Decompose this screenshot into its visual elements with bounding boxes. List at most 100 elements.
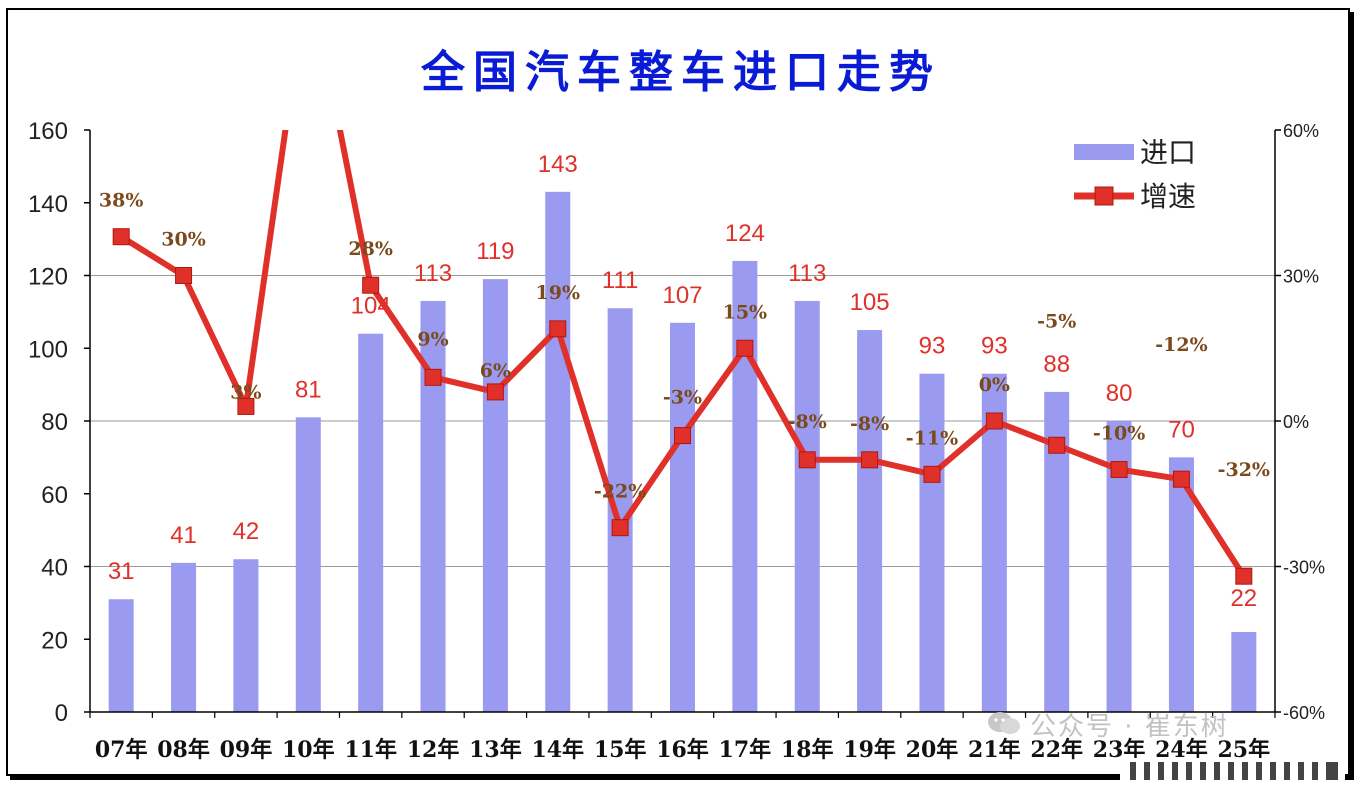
growth-marker-08年	[175, 267, 193, 284]
x-tick-label: 19年	[843, 737, 896, 763]
x-tick-label: 13年	[469, 737, 522, 763]
bar-19年	[857, 330, 883, 712]
y-tick-label: 0	[55, 700, 68, 727]
growth-marker-18年	[798, 451, 816, 469]
growth-marker-12年	[424, 368, 442, 386]
y2-tick-label: 60%	[1283, 121, 1319, 141]
growth-marker-11年	[362, 276, 380, 294]
growth-pct-label: -8%	[788, 411, 827, 433]
growth-pct-label: 38%	[99, 190, 144, 212]
growth-marker-09年	[237, 397, 255, 415]
x-tick-label: 18年	[781, 737, 834, 763]
growth-marker-22年	[1048, 436, 1066, 454]
growth-pct-label: -32%	[1218, 459, 1270, 481]
x-tick-label: 10年	[282, 737, 335, 763]
growth-marker-13年	[486, 383, 504, 401]
growth-marker-07年	[112, 228, 130, 246]
bar-value-label: 105	[850, 289, 890, 316]
growth-marker-14年	[549, 320, 567, 338]
growth-pct-label: 6%	[480, 360, 511, 382]
x-tick-label: 07年	[95, 737, 148, 763]
wechat-icon	[988, 712, 1020, 734]
growth-marker-16年	[674, 427, 691, 445]
bar-value-label: 124	[725, 220, 765, 247]
bar-value-label: 111	[602, 267, 638, 294]
y2-tick-label: -60%	[1283, 703, 1325, 723]
growth-marker-17年	[736, 339, 754, 357]
bar-value-label: 104	[351, 293, 391, 320]
growth-pct-label: 3%	[230, 381, 261, 403]
x-tick-label: 11年	[344, 737, 397, 763]
growth-marker-24年	[1172, 470, 1190, 488]
x-tick-label: 20年	[906, 737, 959, 763]
x-tick-label: 21年	[968, 737, 1021, 763]
y2-tick-label: -30%	[1283, 558, 1325, 578]
bottom-decoration-strip	[1120, 758, 1345, 784]
y-tick-label: 100	[28, 336, 68, 363]
growth-pct-label: 19%	[536, 282, 581, 304]
bar-25年	[1231, 631, 1257, 712]
x-tick-label: 17年	[719, 737, 772, 763]
growth-pct-label: 9%	[417, 328, 448, 350]
bar-07年	[108, 599, 134, 712]
legend-label-import: 进口	[1140, 136, 1196, 169]
watermark-text: 公众号 · 崔东树	[1030, 712, 1229, 742]
y-tick-label: 120	[28, 264, 68, 291]
bar-20年	[919, 373, 945, 712]
y-tick-label: 160	[28, 118, 68, 145]
growth-pct-label: -22%	[594, 481, 646, 503]
bar-24年	[1168, 457, 1194, 712]
bar-value-label: 81	[295, 376, 322, 403]
legend-swatch-marker	[1094, 186, 1114, 206]
y-tick-label: 80	[41, 409, 68, 436]
legend-swatch-bar	[1074, 144, 1134, 160]
chart-title: 全国汽车整车进口走势	[421, 47, 941, 98]
bar-value-label: 93	[981, 333, 1008, 360]
bar-18年	[794, 300, 820, 712]
growth-pct-label: -11%	[906, 427, 958, 449]
x-tick-label: 09年	[220, 737, 273, 763]
x-tick-label: 15年	[594, 737, 647, 763]
growth-marker-21年	[985, 412, 1003, 430]
bar-value-label: 93	[919, 333, 946, 360]
growth-pct-label: 30%	[161, 229, 206, 251]
bar-16年	[670, 322, 695, 712]
x-tick-label: 16年	[656, 737, 709, 763]
growth-pct-label: -12%	[1155, 334, 1207, 356]
bar-value-label: 143	[538, 151, 578, 178]
x-tick-label: 12年	[407, 737, 460, 763]
growth-marker-23年	[1110, 461, 1128, 478]
growth-marker-20年	[923, 465, 941, 483]
growth-marker-15年	[611, 519, 629, 537]
growth-marker-19年	[861, 451, 879, 469]
growth-marker-25年	[1235, 567, 1253, 585]
bar-value-label: 113	[788, 260, 826, 287]
y2-tick-label: 30%	[1283, 267, 1319, 287]
legend-label-growth: 增速	[1140, 180, 1196, 213]
growth-pct-label: 15%	[723, 301, 768, 323]
bar-value-label: 119	[476, 238, 514, 265]
bar-09年	[233, 559, 259, 712]
y-tick-label: 20	[41, 627, 68, 654]
x-tick-label: 22年	[1030, 737, 1083, 763]
bar-value-label: 113	[414, 260, 452, 287]
growth-pct-label: 0%	[979, 374, 1010, 396]
growth-pct-label: -5%	[1037, 310, 1076, 332]
x-tick-label: 08年	[157, 737, 210, 763]
y-tick-label: 40	[41, 555, 68, 582]
growth-pct-label: -10%	[1093, 423, 1145, 445]
bar-value-label: 22	[1230, 585, 1257, 612]
bar-value-label: 107	[662, 282, 702, 309]
bar-08年	[171, 562, 197, 712]
bar-value-label: 80	[1106, 380, 1133, 407]
bar-value-label: 31	[108, 558, 135, 585]
bar-10年	[295, 417, 321, 712]
growth-pct-label: -3%	[663, 387, 702, 409]
growth-pct-label: 28%	[348, 238, 393, 260]
bar-value-label: 88	[1043, 351, 1070, 378]
y-tick-label: 60	[41, 482, 68, 509]
growth-pct-label: -8%	[850, 413, 889, 435]
bar-value-label: 41	[170, 522, 197, 549]
y2-tick-label: 0%	[1283, 412, 1309, 432]
